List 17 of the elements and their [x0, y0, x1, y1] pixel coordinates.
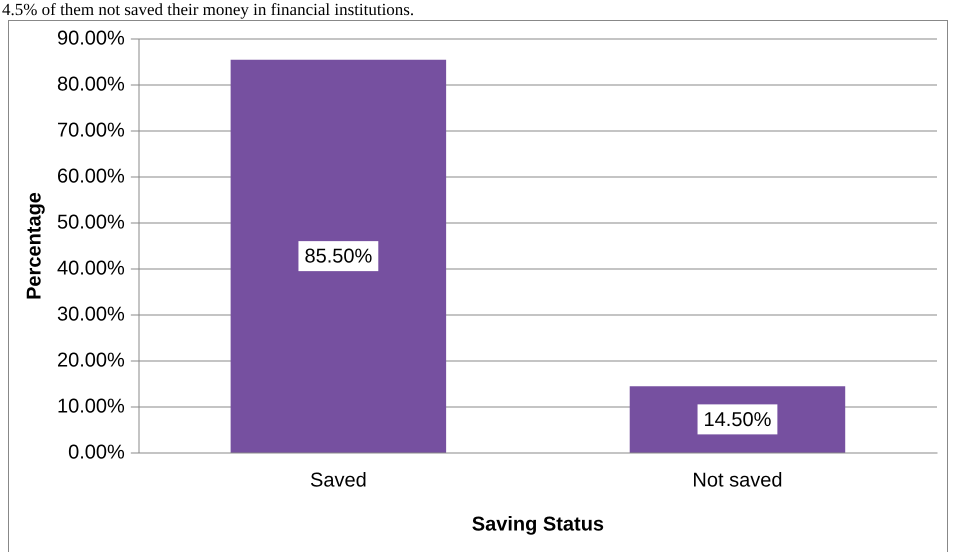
text: 4.5% of them not saved their money in financial institutions. [2, 0, 414, 20]
y-tick-label: 60.00% [56, 166, 126, 188]
y-tick-label: 70.00% [56, 120, 126, 142]
data-label: 14.50% [704, 408, 772, 431]
y-tick-label: 40.00% [56, 258, 126, 280]
y-axis-title: Percentage [24, 192, 46, 300]
y-tick-label: 90.00% [56, 28, 126, 50]
y-tick-label: 0.00% [68, 442, 126, 464]
y-tick-label: 30.00% [56, 304, 126, 326]
x-tick-label: Saved [310, 470, 367, 492]
y-tick-label: 10.00% [56, 396, 126, 418]
y-tick-label: 20.00% [56, 350, 126, 372]
x-tick-label: Not saved [692, 470, 782, 492]
x-axis-title: Saving Status [472, 514, 604, 536]
data-label: 85.50% [304, 246, 372, 268]
y-tick-label: 80.00% [56, 74, 126, 96]
y-tick-label: 50.00% [56, 212, 126, 234]
